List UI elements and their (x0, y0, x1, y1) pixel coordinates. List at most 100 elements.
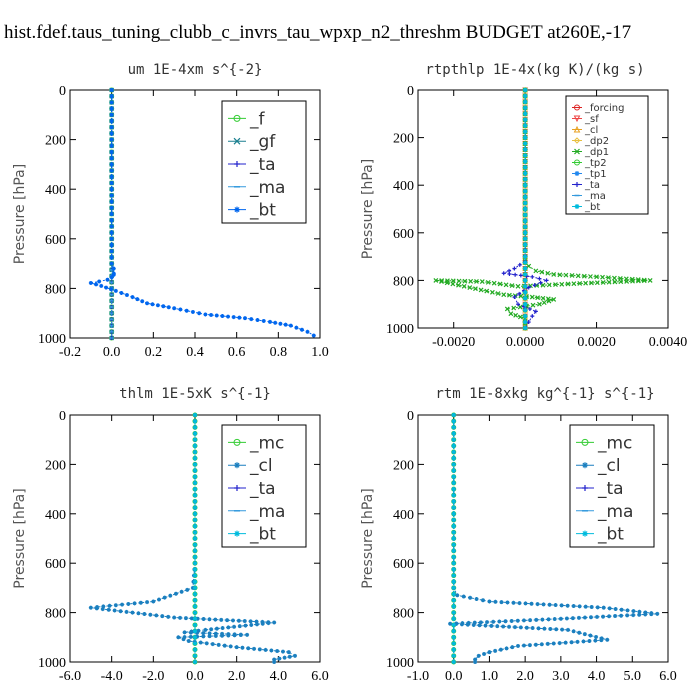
data-point (237, 315, 242, 320)
data-point (242, 619, 247, 624)
data-point (193, 511, 197, 516)
data-point (523, 230, 528, 235)
data-point (587, 639, 592, 644)
data-point (589, 605, 594, 610)
data-point (533, 642, 538, 647)
data-point (474, 597, 479, 602)
data-point (178, 307, 183, 312)
data-point (523, 111, 528, 116)
data-point (196, 628, 201, 633)
data-point (451, 462, 456, 467)
data-point (451, 487, 456, 492)
data-point (489, 289, 495, 295)
data-point (563, 640, 568, 645)
data-point (523, 260, 528, 265)
data-point (485, 279, 491, 285)
data-point (140, 299, 145, 304)
legend-entry-cl: _cl (572, 125, 598, 136)
data-point (516, 302, 520, 307)
data-point (451, 555, 456, 560)
legend-marker (234, 161, 240, 167)
legend-label: _dp2 (584, 136, 609, 147)
y-tick-label: 800 (393, 274, 414, 289)
data-point (109, 243, 114, 247)
data-point (523, 242, 528, 247)
y-axis-label: Pressure [hPa] (12, 488, 28, 588)
data-point (540, 295, 546, 301)
data-point (618, 279, 624, 285)
data-point (595, 605, 600, 610)
data-point (451, 536, 456, 541)
series-bt (451, 413, 456, 664)
data-point (455, 593, 460, 598)
legend: _mc _cl _ta _ma _bt (569, 424, 655, 548)
data-point (451, 517, 456, 522)
data-point (109, 168, 114, 173)
panel-title: um 1E-4xm s^{-2} (128, 62, 263, 78)
data-point (624, 278, 630, 284)
data-point (101, 604, 106, 609)
data-point (523, 195, 528, 200)
data-point (599, 638, 604, 643)
data-point (193, 579, 197, 584)
legend-label: _ma (597, 502, 633, 522)
data-point (583, 280, 589, 286)
data-point (109, 275, 114, 280)
data-point (487, 599, 492, 604)
legend-entry-dp1: _dp1 (572, 147, 609, 158)
data-point (530, 274, 535, 279)
data-point (183, 616, 188, 621)
x-tick-label: 0.4 (186, 345, 204, 360)
y-tick-label: 600 (393, 557, 414, 572)
data-point (539, 269, 545, 275)
data-point (201, 634, 206, 639)
data-point (193, 592, 197, 597)
data-point (523, 278, 528, 283)
data-point (181, 637, 186, 642)
data-point (287, 654, 292, 659)
data-point (511, 600, 516, 605)
data-point (589, 280, 594, 286)
data-point (119, 290, 124, 295)
data-point (193, 505, 197, 510)
data-point (451, 425, 456, 430)
data-point (451, 629, 456, 634)
legend-marker (574, 159, 580, 166)
data-point (600, 274, 605, 280)
data-point (489, 623, 494, 628)
data-point (483, 623, 488, 628)
data-point (451, 493, 456, 498)
data-point (451, 660, 456, 664)
data-point (272, 620, 277, 625)
data-point (94, 606, 99, 611)
y-axis-label: Pressure [hPa] (12, 164, 28, 264)
legend-label: _cl (597, 456, 621, 476)
x-tick-label: 4.0 (588, 669, 606, 684)
data-point (523, 218, 528, 223)
data-point (547, 602, 552, 607)
data-point (523, 290, 528, 295)
data-point (109, 249, 114, 254)
x-tick-label: 6.0 (311, 669, 329, 684)
data-point (451, 573, 456, 578)
data-point (245, 632, 250, 637)
data-point (498, 647, 503, 652)
legend-marker (573, 137, 581, 144)
data-point (213, 617, 218, 622)
data-point (600, 280, 606, 285)
data-point (99, 283, 104, 288)
data-point (511, 305, 517, 311)
x-tick-label: 0.0000 (506, 335, 545, 350)
data-point (546, 617, 551, 622)
data-point (631, 609, 636, 614)
data-point (499, 600, 504, 605)
legend-entry-forcing: _forcing (572, 103, 625, 114)
data-point (111, 272, 116, 277)
data-point (510, 645, 515, 650)
data-point (612, 279, 618, 285)
data-point (190, 309, 195, 314)
data-point (523, 93, 528, 98)
data-point (588, 633, 593, 638)
x-tick-label: 0.0 (186, 669, 204, 684)
